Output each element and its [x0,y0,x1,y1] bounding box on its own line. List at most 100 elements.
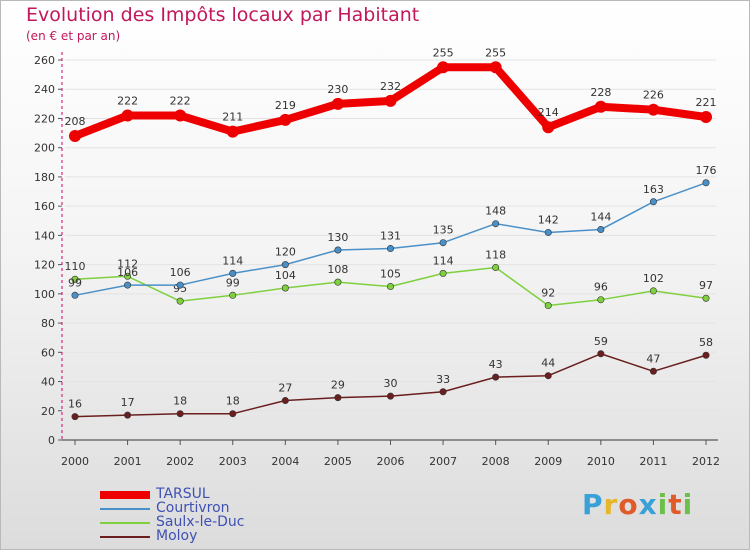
y-tick-label: 80 [41,317,55,330]
data-point-courtivron [334,246,342,254]
data-point-moloy [702,351,710,359]
data-point-saulx-le-duc [702,294,710,302]
data-point-saulx-le-duc [71,275,79,283]
data-point-moloy [281,397,289,405]
x-tick-label: 2005 [324,455,352,468]
data-label-moloy: 59 [594,335,608,348]
data-label-tarsul: 214 [538,106,559,119]
data-label-moloy: 18 [173,395,187,408]
data-label-saulx-le-duc: 110 [65,260,86,273]
data-label-tarsul: 226 [643,89,664,102]
data-label-moloy: 58 [699,336,713,349]
data-label-courtivron: 163 [643,183,664,196]
logo-letter: i [682,488,694,521]
y-tick-label: 100 [34,288,55,301]
data-label-saulx-le-duc: 97 [699,279,713,292]
data-point-saulx-le-duc [649,287,657,295]
x-tick-label: 2008 [482,455,510,468]
y-tick-label: 120 [34,259,55,272]
data-point-saulx-le-duc [544,302,552,310]
data-point-saulx-le-duc [386,283,394,291]
data-label-moloy: 27 [278,382,292,395]
data-label-moloy: 29 [331,379,345,392]
data-label-saulx-le-duc: 96 [594,281,608,294]
data-label-moloy: 33 [436,373,450,386]
data-point-courtivron [176,281,184,289]
data-point-saulx-le-duc [229,291,237,299]
data-point-tarsul [489,61,502,74]
data-label-moloy: 30 [384,377,398,390]
x-tick-label: 2010 [587,455,615,468]
data-point-tarsul [647,103,660,116]
data-point-courtivron [386,245,394,253]
data-label-courtivron: 131 [380,230,401,243]
data-point-moloy [71,413,79,421]
data-point-moloy [544,372,552,380]
data-point-tarsul [331,97,344,110]
legend-label: TARSUL [156,486,210,502]
x-tick-label: 2002 [166,455,194,468]
data-label-moloy: 16 [68,398,82,411]
data-label-saulx-le-duc: 112 [117,257,138,270]
data-label-tarsul: 222 [117,95,138,108]
x-tick-label: 2011 [639,455,667,468]
data-label-tarsul: 230 [327,83,348,96]
y-tick-label: 180 [34,171,55,184]
data-point-courtivron [71,291,79,299]
data-label-saulx-le-duc: 118 [485,249,506,262]
data-point-tarsul [700,111,712,123]
data-point-courtivron [702,179,710,187]
data-label-saulx-le-duc: 99 [226,276,240,289]
data-label-courtivron: 142 [538,213,559,226]
legend-swatch [100,536,150,538]
data-label-tarsul: 255 [433,46,454,59]
data-label-tarsul: 211 [222,111,243,124]
logo-letter: i [657,488,669,521]
data-point-saulx-le-duc [334,278,342,286]
data-label-saulx-le-duc: 102 [643,272,664,285]
data-point-courtivron [229,269,237,277]
data-label-moloy: 44 [541,357,555,370]
data-label-saulx-le-duc: 114 [433,254,454,267]
y-tick-label: 260 [34,54,55,67]
data-point-moloy [176,410,184,418]
y-tick-label: 60 [41,346,55,359]
data-label-moloy: 18 [226,395,240,408]
data-label-moloy: 43 [489,358,503,371]
data-label-courtivron: 106 [117,266,138,279]
y-tick-label: 40 [41,376,55,389]
y-tick-label: 240 [34,83,55,96]
data-point-saulx-le-duc [281,284,289,292]
data-point-tarsul [279,113,292,126]
data-label-tarsul: 232 [380,80,401,93]
data-point-courtivron [439,239,447,247]
legend-swatch [100,508,150,510]
data-point-tarsul [69,130,81,142]
data-point-moloy [649,367,657,375]
data-label-courtivron: 148 [485,205,506,218]
data-label-courtivron: 120 [275,246,296,259]
data-label-courtivron: 99 [68,276,82,289]
data-label-tarsul: 208 [65,115,86,128]
x-tick-label: 2003 [219,455,247,468]
data-label-tarsul: 222 [170,95,191,108]
proxiti-logo: Proxiti [582,488,693,521]
data-point-moloy [386,392,394,400]
data-point-moloy [597,350,605,358]
data-point-tarsul [437,61,450,74]
data-point-moloy [229,410,237,418]
logo-letter: x [638,488,658,521]
data-point-tarsul [121,109,134,122]
data-point-tarsul [174,109,187,122]
y-tick-label: 20 [41,405,55,418]
data-label-saulx-le-duc: 92 [541,287,555,300]
data-label-tarsul: 221 [696,96,717,109]
data-label-tarsul: 219 [275,99,296,112]
data-label-courtivron: 130 [327,231,348,244]
logo-letter: P [582,488,604,521]
data-point-tarsul [542,121,555,134]
data-point-saulx-le-duc [492,264,500,272]
data-point-saulx-le-duc [176,297,184,305]
data-point-courtivron [492,220,500,228]
data-label-saulx-le-duc: 104 [275,269,296,282]
